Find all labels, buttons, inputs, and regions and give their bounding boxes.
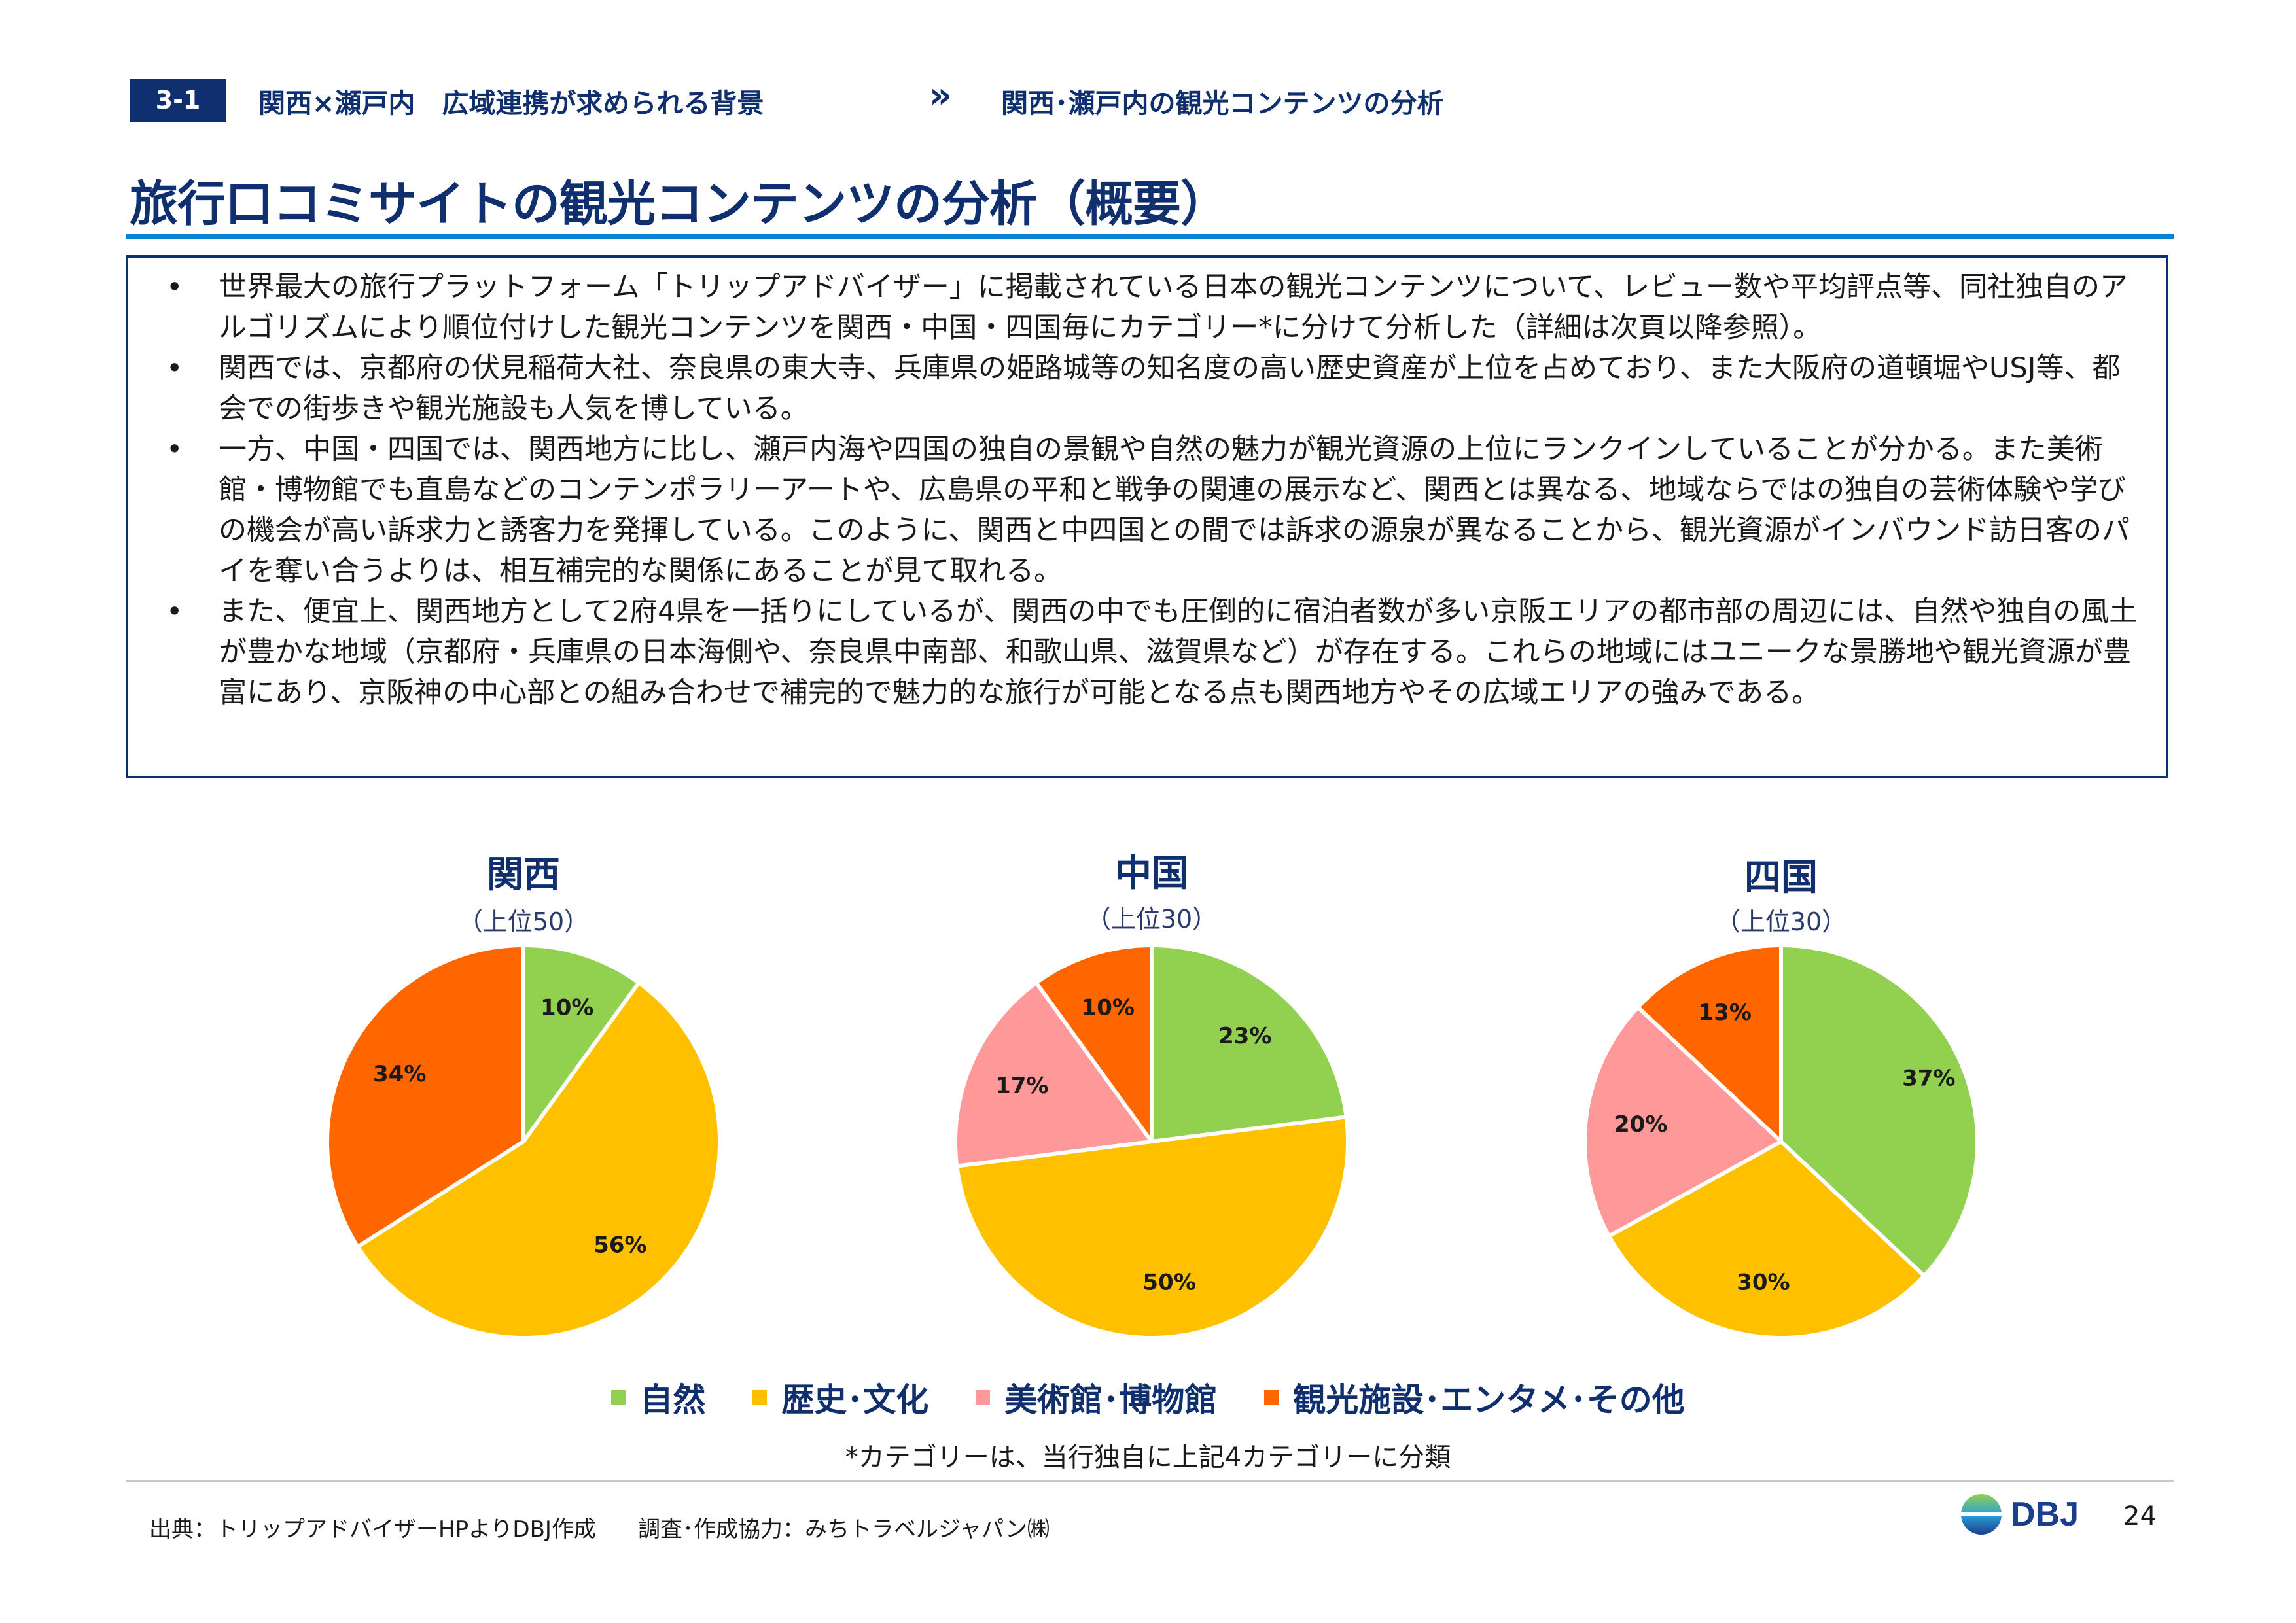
legend-swatch — [1264, 1390, 1279, 1405]
pie-slice-attractions — [1034, 943, 1154, 1143]
bullet-icon: • — [166, 595, 183, 628]
category-footnote: *カテゴリーは、当行独自に上記4カテゴリーに分類 — [845, 1442, 1451, 1473]
dbj-logo: DBJ — [1960, 1493, 2079, 1536]
summary-box: • 世界最大の旅行プラットフォーム「トリップアドバイザー」に掲載されている日本の観… — [126, 255, 2168, 778]
summary-bullet-text: 関西では、京都府の伏見稲荷大社、奈良県の東大寺、兵庫県の姫路城等の知名度の高い歴… — [219, 352, 2121, 425]
dbj-logo-icon — [1960, 1494, 2003, 1535]
breadcrumb-separator-icon: » — [929, 75, 952, 116]
footer-divider — [126, 1480, 2174, 1482]
chart-legend: 自然 歴史･文化 美術館･博物館 観光施設･エンタメ･その他 — [0, 1374, 2296, 1421]
data-label-nature: 37% — [1902, 1065, 1955, 1091]
legend-item-history-culture: 歴史･文化 — [752, 1374, 928, 1421]
source-note: 出典：トリップアドバイザーHPよりDBJ作成 — [149, 1516, 596, 1543]
chart-title-kansai: 関西 — [487, 854, 560, 896]
data-label-history-culture: 50% — [1142, 1269, 1195, 1295]
data-label-attractions: 34% — [373, 1061, 426, 1087]
chart-title-shikoku: 四国 — [1744, 856, 1818, 899]
data-label-nature: 10% — [540, 995, 593, 1021]
bullet-icon: • — [166, 352, 183, 385]
summary-bullet-text: また、便宜上、関西地方として2府4県を一括りにしているが、関西の中でも圧倒的に宿… — [219, 595, 2138, 709]
chart-subtitle-kansai: （上位50） — [457, 907, 590, 936]
data-label-museum: 20% — [1614, 1111, 1667, 1138]
summary-bullet-list: • 世界最大の旅行プラットフォーム「トリップアドバイザー」に掲載されている日本の観… — [160, 267, 2140, 713]
title-divider — [126, 234, 2174, 239]
pie-slice-museum — [953, 981, 1154, 1168]
bullet-icon: • — [166, 433, 183, 466]
page-number: 24 — [2123, 1501, 2157, 1531]
summary-bullet: • 一方、中国・四国では、関西地方に比し、瀬戸内海や四国の独自の景観や自然の魅力が… — [160, 429, 2140, 591]
summary-bullet-text: 一方、中国・四国では、関西地方に比し、瀬戸内海や四国の独自の景観や自然の魅力が観… — [219, 433, 2130, 587]
data-label-attractions: 10% — [1082, 995, 1135, 1021]
pie-slice-nature — [521, 943, 641, 1143]
summary-bullet: • 世界最大の旅行プラットフォーム「トリップアドバイザー」に掲載されている日本の観… — [160, 267, 2140, 348]
page-title: 旅行口コミサイトの観光コンテンツの分析（概要） — [130, 176, 1229, 232]
pie-chart-kansai: 10% 56% 34% — [325, 943, 722, 1340]
pie-slice-history-culture — [355, 981, 722, 1340]
summary-bullet-text: 世界最大の旅行プラットフォーム「トリップアドバイザー」に掲載されている日本の観光… — [219, 271, 2128, 344]
legend-label: 観光施設･エンタメ･その他 — [1293, 1381, 1685, 1419]
pie-chart-chugoku: 23% 50% 17% 10% — [953, 943, 1349, 1338]
pie-slice-history-culture — [1607, 1140, 1926, 1340]
legend-swatch — [976, 1390, 991, 1405]
data-label-museum: 17% — [995, 1073, 1048, 1099]
legend-item-nature: 自然 — [611, 1374, 705, 1421]
chart-title-chugoku: 中国 — [1115, 852, 1188, 895]
cooperation-note: 調査･作成協力：みちトラベルジャパン㈱ — [638, 1516, 1050, 1543]
pie-slice-nature — [1150, 943, 1349, 1143]
data-label-attractions: 13% — [1699, 1000, 1752, 1026]
pie-slice-attractions — [1636, 943, 1783, 1143]
summary-bullet: • また、便宜上、関西地方として2府4県を一括りにしているが、関西の中でも圧倒的に… — [160, 591, 2140, 713]
legend-label: 美術館･博物館 — [1004, 1381, 1218, 1419]
legend-swatch — [752, 1390, 768, 1405]
chart-subtitle-shikoku: （上位30） — [1715, 907, 1847, 936]
pie-slice-museum — [1583, 1005, 1783, 1238]
pie-slice-nature — [1779, 943, 1979, 1278]
chart-subtitle-chugoku: （上位30） — [1086, 905, 1218, 934]
pie-slice-history-culture — [957, 1117, 1348, 1338]
dbj-logo-text: DBJ — [2011, 1495, 2079, 1533]
section-badge: 3-1 — [130, 79, 226, 122]
legend-label: 歴史･文化 — [781, 1381, 929, 1419]
legend-swatch — [611, 1390, 626, 1405]
pie-chart-shikoku: 37% 30% 20% 13% — [1583, 943, 1979, 1340]
legend-label: 自然 — [640, 1381, 706, 1419]
bullet-icon: • — [166, 271, 183, 304]
summary-bullet: • 関西では、京都府の伏見稲荷大社、奈良県の東大寺、兵庫県の姫路城等の知名度の高い… — [160, 348, 2140, 429]
legend-item-attractions: 観光施設･エンタメ･その他 — [1264, 1374, 1685, 1421]
legend-item-museum: 美術館･博物館 — [976, 1374, 1217, 1421]
breadcrumb-parent: 関西×瀬戸内 広域連携が求められる背景 — [258, 88, 764, 119]
data-label-history-culture: 30% — [1737, 1269, 1790, 1295]
breadcrumb-current: 関西･瀬戸内の観光コンテンツの分析 — [1001, 88, 1444, 119]
pie-slice-attractions — [325, 943, 525, 1249]
data-label-nature: 23% — [1218, 1023, 1271, 1049]
data-label-history-culture: 56% — [593, 1232, 646, 1258]
